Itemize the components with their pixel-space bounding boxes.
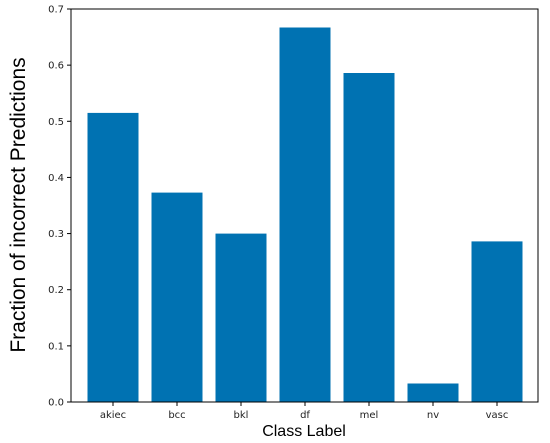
x-tick-label: df [300,410,310,421]
x-tick-label: akiec [100,410,126,421]
y-tick-label: 0.4 [48,173,64,184]
bar-nv [407,383,459,402]
y-tick-label: 0.2 [48,285,64,296]
x-tick-label: vasc [486,410,509,421]
y-axis-label: Fraction of incorrect Predictions [7,57,30,352]
bar-bcc [151,192,203,402]
y-tick-label: 0.7 [48,5,64,16]
bar-df [279,27,331,402]
y-tick-label: 0.0 [48,398,64,409]
bar-bkl [215,233,267,402]
bar-mel [343,73,395,402]
bars-group [87,27,523,403]
x-tick-label: bkl [234,410,249,421]
x-axis-label: Class Label [262,423,346,440]
y-axis-ticks: 0.0 0.1 0.2 0.3 0.4 0.5 0.6 0.7 [48,5,71,409]
bar-akiec [87,112,139,403]
x-tick-label: mel [360,410,379,421]
bar-vasc [471,241,523,402]
x-tick-label: nv [427,410,439,421]
y-tick-label: 0.6 [48,61,64,72]
y-tick-label: 0.5 [48,117,64,128]
x-axis-ticks: akiec bcc bkl df mel nv vasc [100,402,509,421]
x-tick-label: bcc [168,410,185,421]
y-tick-label: 0.3 [48,229,64,240]
y-tick-label: 0.1 [48,341,64,352]
